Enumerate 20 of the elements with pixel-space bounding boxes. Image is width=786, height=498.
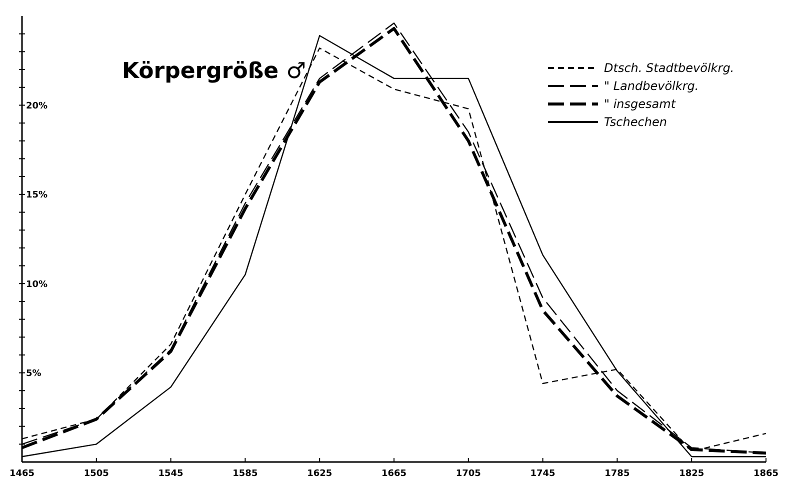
legend-label: " Landbevölkrg.	[604, 79, 699, 94]
y-tick-label: 10%	[26, 280, 48, 290]
x-tick-label: 1665	[381, 469, 407, 479]
x-tick-label: 1585	[232, 469, 258, 479]
x-tick-label: 1705	[456, 469, 481, 479]
y-tick-label: 15%	[26, 190, 48, 201]
text: Körpergröße ♂	[122, 59, 306, 84]
x-tick-label: 1505	[84, 469, 109, 479]
x-tick-label: 1625	[307, 469, 332, 479]
x-tick-label: 1545	[158, 469, 184, 479]
x-tick-label: 1785	[604, 469, 630, 479]
x-tick-label: 1745	[530, 469, 556, 479]
legend-label: " insgesamt	[604, 97, 677, 112]
legend-label: Dtsch. Stadtbevölkrg.	[604, 61, 734, 76]
x-tick-label: 1825	[679, 469, 704, 479]
y-tick-label: 20%	[26, 101, 48, 112]
x-tick-label: 1865	[753, 469, 779, 479]
legend-label: Tschechen	[604, 115, 667, 130]
y-tick-label: 5%	[26, 368, 42, 379]
x-tick-label: 1465	[9, 469, 35, 479]
